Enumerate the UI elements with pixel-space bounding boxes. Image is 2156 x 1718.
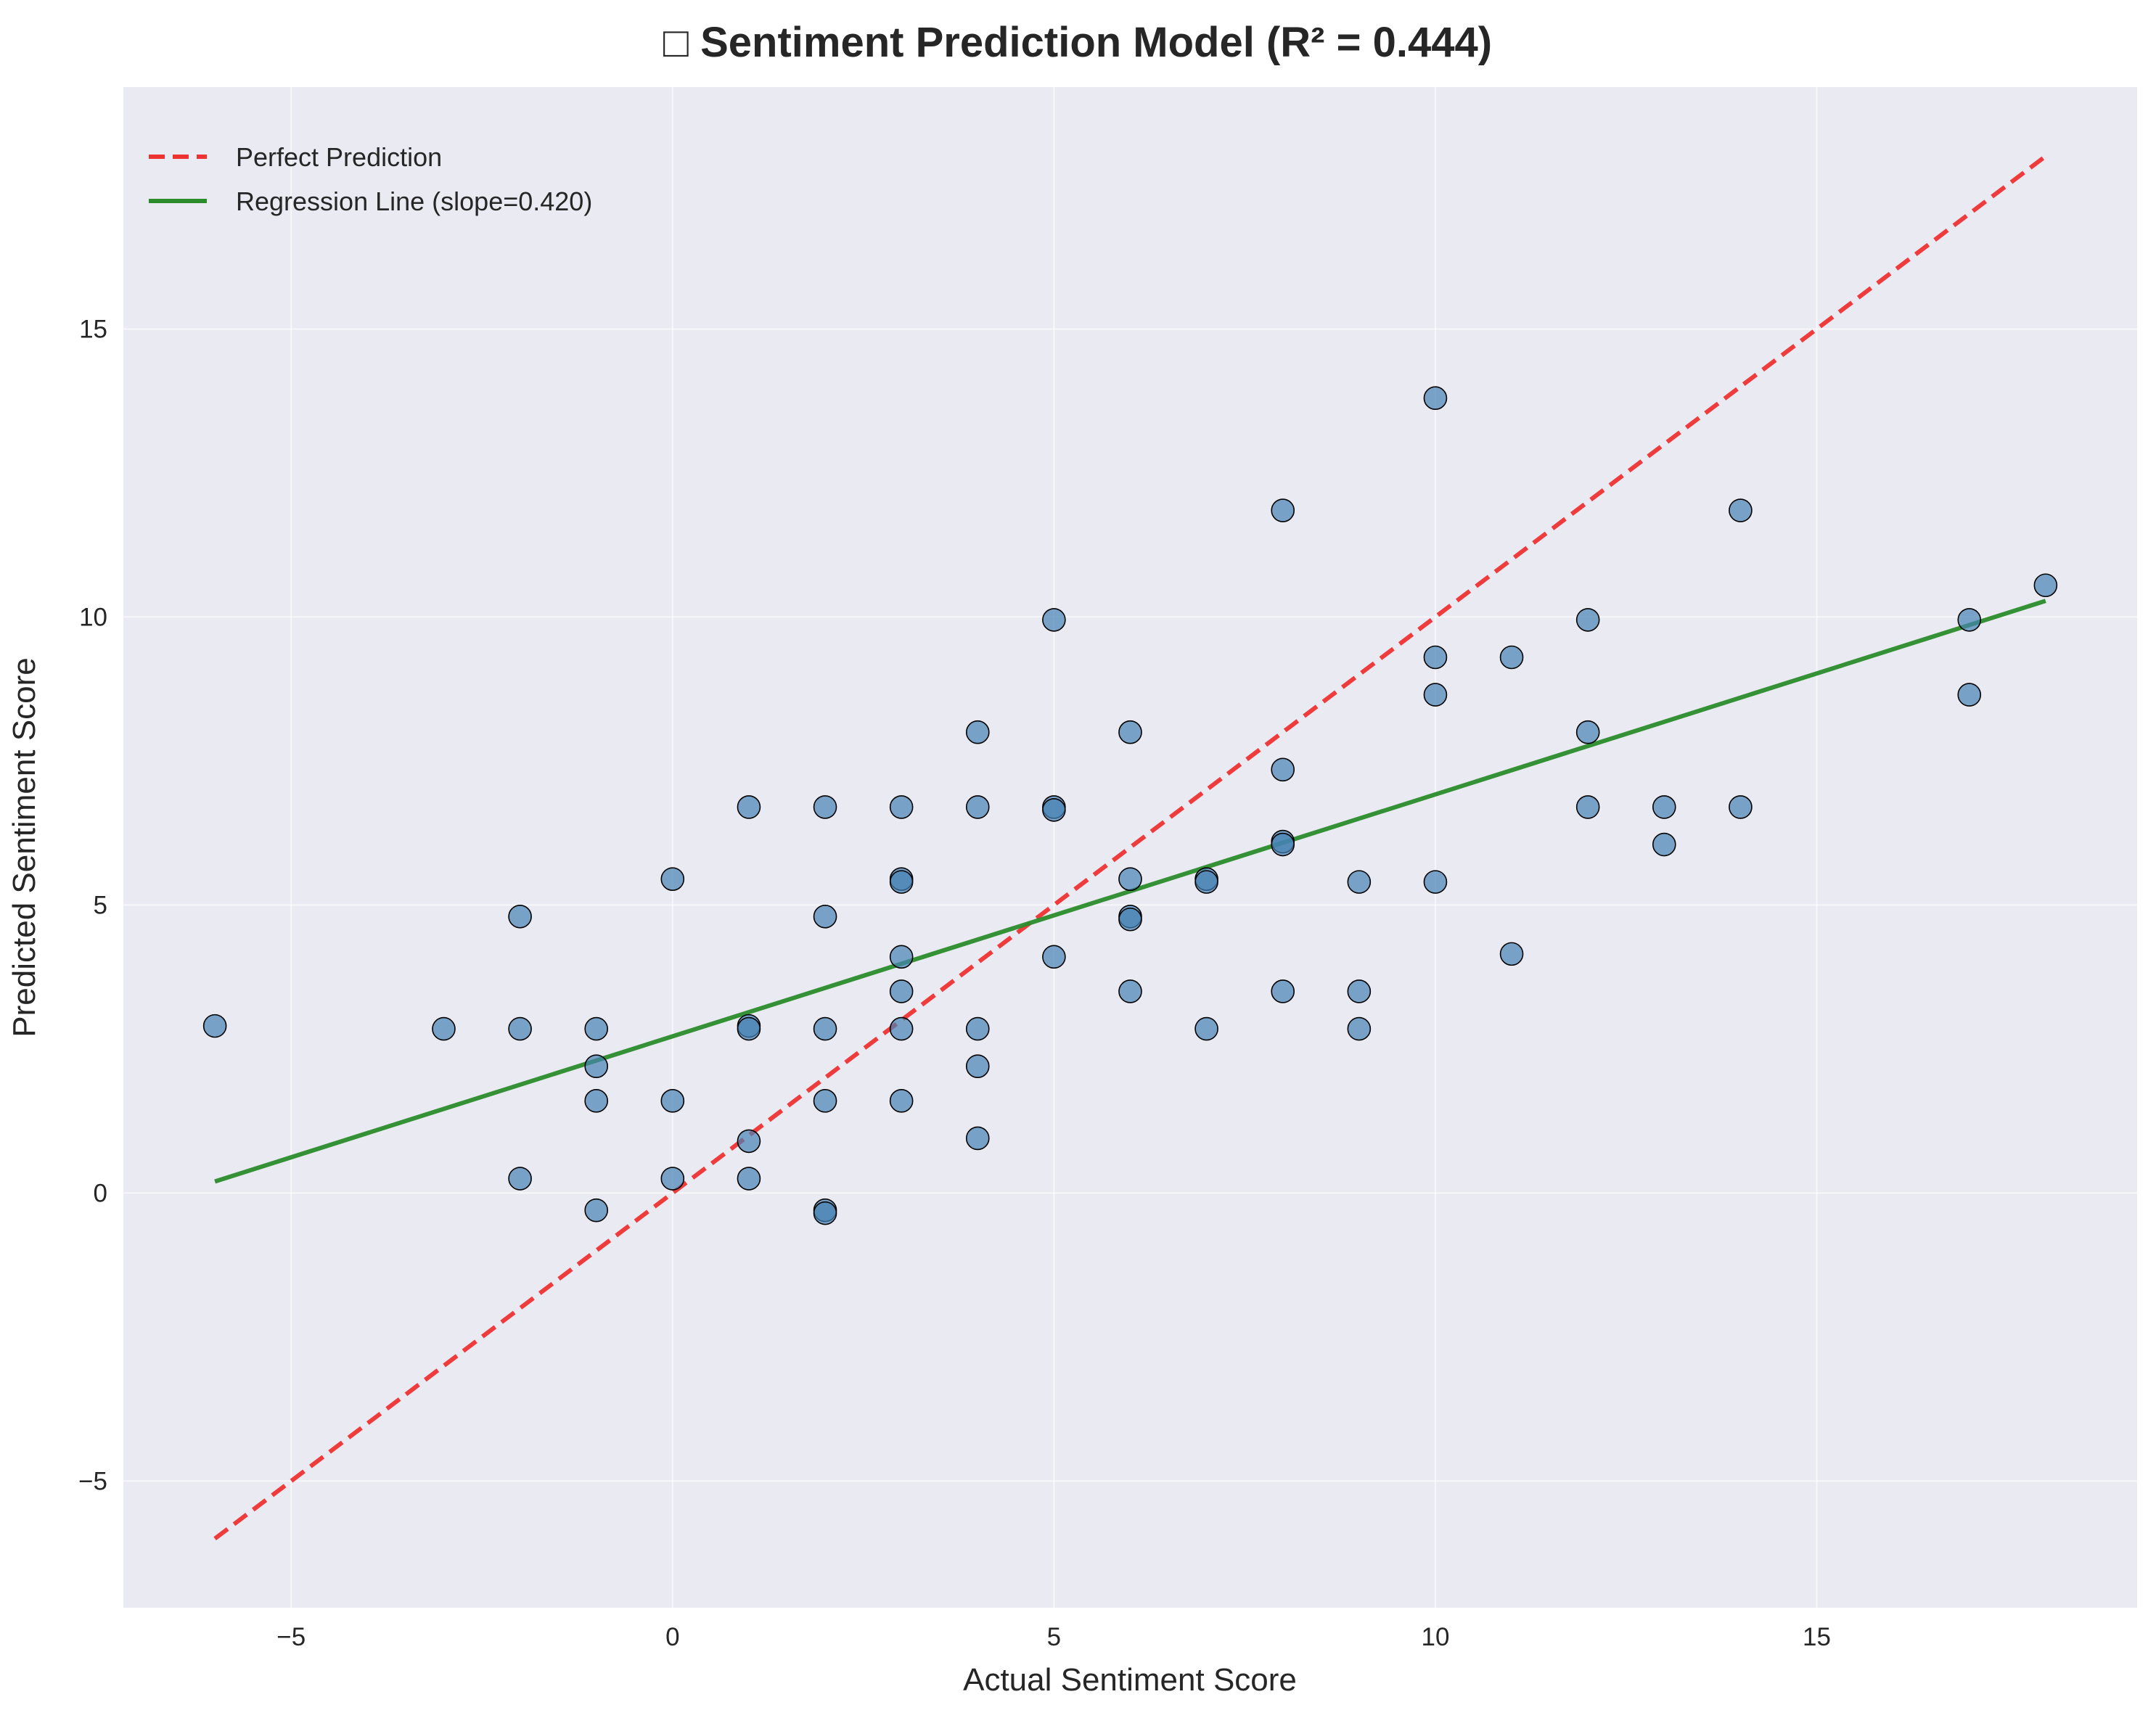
scatter-point [965, 1054, 990, 1078]
x-tick-label: 15 [1803, 1623, 1831, 1651]
scatter-point [1271, 498, 1295, 522]
scatter-point [813, 1201, 837, 1225]
scatter-point [1423, 645, 1448, 670]
scatter-point [660, 1167, 685, 1191]
scatter-point [1271, 979, 1295, 1003]
y-tick-label: 10 [79, 603, 107, 631]
scatter-point [584, 1089, 609, 1113]
x-axis-label: Actual Sentiment Score [963, 1662, 1297, 1698]
tick-labels: −5 0 5 10 15 −5 0 5 10 15 [78, 315, 1831, 1651]
scatter-point [1118, 720, 1142, 744]
scatter-point [584, 1054, 609, 1078]
scatter-point [1957, 683, 1982, 707]
grid-lines [123, 87, 2137, 1608]
regression-line [214, 599, 2046, 1184]
scatter-point [1118, 979, 1142, 1003]
scatter-point [889, 1016, 914, 1041]
scatter-point [508, 1016, 532, 1041]
scatter-point [889, 1089, 914, 1113]
scatter-point [1499, 645, 1524, 670]
scatter-point [1042, 608, 1066, 632]
scatter-point [813, 904, 837, 929]
scatter-point [1423, 870, 1448, 894]
y-axis-label: Predicted Sentiment Score [7, 657, 42, 1037]
scatter-point [1652, 795, 1676, 819]
scatter-point [1271, 757, 1295, 782]
scatter-point [1729, 498, 1753, 522]
legend: Perfect Prediction Regression Line (slop… [149, 142, 592, 216]
scatter-point [1347, 979, 1372, 1003]
scatter-point [737, 1016, 761, 1041]
scatter-point [1575, 608, 1600, 632]
scatter-point [1271, 832, 1295, 857]
scatter-point [813, 795, 837, 819]
scatter-point [1347, 870, 1372, 894]
scatter-point [889, 945, 914, 969]
scatter-point [813, 1016, 837, 1041]
legend-label-perfect-prediction: Perfect Prediction [236, 142, 442, 172]
scatter-point [1347, 1016, 1372, 1041]
scatter-point [1499, 942, 1524, 966]
scatter-point [1118, 867, 1142, 891]
scatter-point [1042, 798, 1066, 822]
scatter-point [813, 1089, 837, 1113]
scatter-point [1652, 832, 1676, 857]
scatter-point [432, 1016, 456, 1041]
scatter-point [1423, 683, 1448, 707]
scatter-point [1042, 945, 1066, 969]
x-tick-label: 0 [665, 1623, 679, 1651]
x-tick-label: 10 [1421, 1623, 1449, 1651]
chart-title: □ Sentiment Prediction Model (R² = 0.444… [663, 19, 1492, 66]
scatter-point [1729, 795, 1753, 819]
y-tick-label: −5 [78, 1467, 107, 1495]
y-tick-label: 15 [79, 315, 107, 343]
scatter-point [889, 795, 914, 819]
y-tick-label: 5 [94, 891, 107, 919]
x-tick-label: 5 [1047, 1623, 1061, 1651]
scatter-point [1194, 1016, 1218, 1041]
scatter-point [889, 979, 914, 1003]
scatter-point [660, 867, 685, 891]
scatter-point [508, 904, 532, 929]
reference-lines [213, 154, 2047, 1541]
y-tick-label: 0 [94, 1179, 107, 1207]
scatter-point [2033, 573, 2058, 598]
scatter-point [737, 1167, 761, 1191]
scatter-point [202, 1014, 227, 1038]
scatter-point [965, 1126, 990, 1151]
scatter-point [584, 1198, 609, 1222]
scatter-point [889, 870, 914, 894]
scatter-point [1118, 907, 1142, 932]
scatter-point [508, 1167, 532, 1191]
scatter-point [1194, 870, 1218, 894]
scatter-point [660, 1089, 685, 1113]
scatter-point [1423, 386, 1448, 411]
scatter-point [965, 795, 990, 819]
x-tick-label: −5 [276, 1623, 306, 1651]
scatter-point [737, 795, 761, 819]
scatter-point [1575, 795, 1600, 819]
scatter-point [737, 1129, 761, 1154]
scatter-points [202, 386, 2058, 1225]
scatter-point [1957, 608, 1982, 632]
legend-label-regression-line: Regression Line (slope=0.420) [236, 186, 592, 216]
scatter-point [965, 1016, 990, 1041]
scatter-point [584, 1016, 609, 1041]
scatter-point [965, 720, 990, 744]
scatter-point [1575, 720, 1600, 744]
